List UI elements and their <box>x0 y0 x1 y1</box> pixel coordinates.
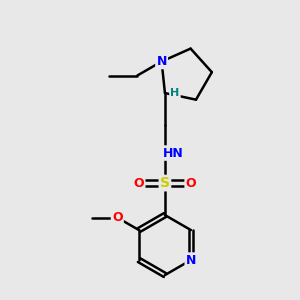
Text: O: O <box>186 177 196 190</box>
Text: H: H <box>170 88 180 98</box>
Text: O: O <box>134 177 144 190</box>
Text: S: S <box>160 176 170 190</box>
Text: N: N <box>186 254 196 267</box>
Text: HN: HN <box>163 147 183 160</box>
Text: O: O <box>112 211 123 224</box>
Text: N: N <box>156 55 167 68</box>
